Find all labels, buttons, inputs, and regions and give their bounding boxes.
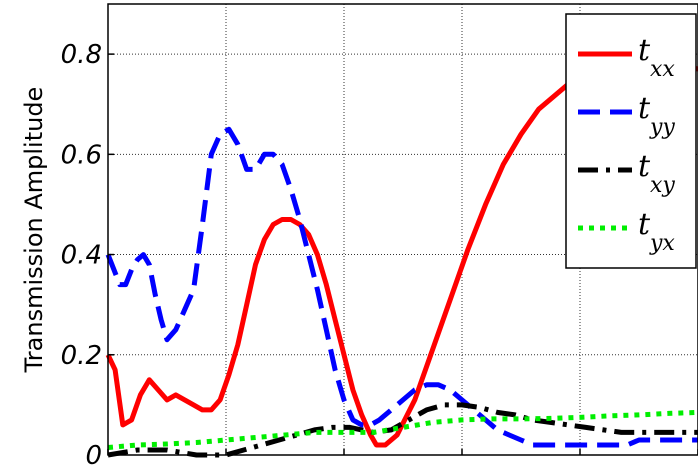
series-line-t-yx <box>107 409 698 450</box>
plot-area-frame <box>107 3 698 456</box>
y-axis-label: Transmission Amplitude <box>20 87 48 374</box>
legend-label-subscript: yy <box>649 115 675 140</box>
y-tick-label: 0.6 <box>61 140 102 170</box>
series-line-t-yy <box>105 126 698 448</box>
y-tick-label: 0.4 <box>61 241 102 271</box>
series-line-t-xx <box>105 51 698 448</box>
legend-label: t <box>638 91 651 126</box>
y-tick-label: 0.2 <box>61 341 102 371</box>
series-lines <box>105 51 698 458</box>
legend-label-subscript: xx <box>650 57 675 82</box>
legend-label: t <box>638 149 651 184</box>
legend-label-subscript: yx <box>649 231 675 256</box>
y-axis-ticks: 0 0.2 0.4 0.6 0.8 <box>61 40 698 468</box>
legend-label: t <box>638 33 651 68</box>
legend-label: t <box>638 207 651 242</box>
legend-label-subscript: xy <box>650 173 675 198</box>
y-tick-label: 0 <box>85 441 102 468</box>
y-tick-label: 0.8 <box>61 40 102 70</box>
